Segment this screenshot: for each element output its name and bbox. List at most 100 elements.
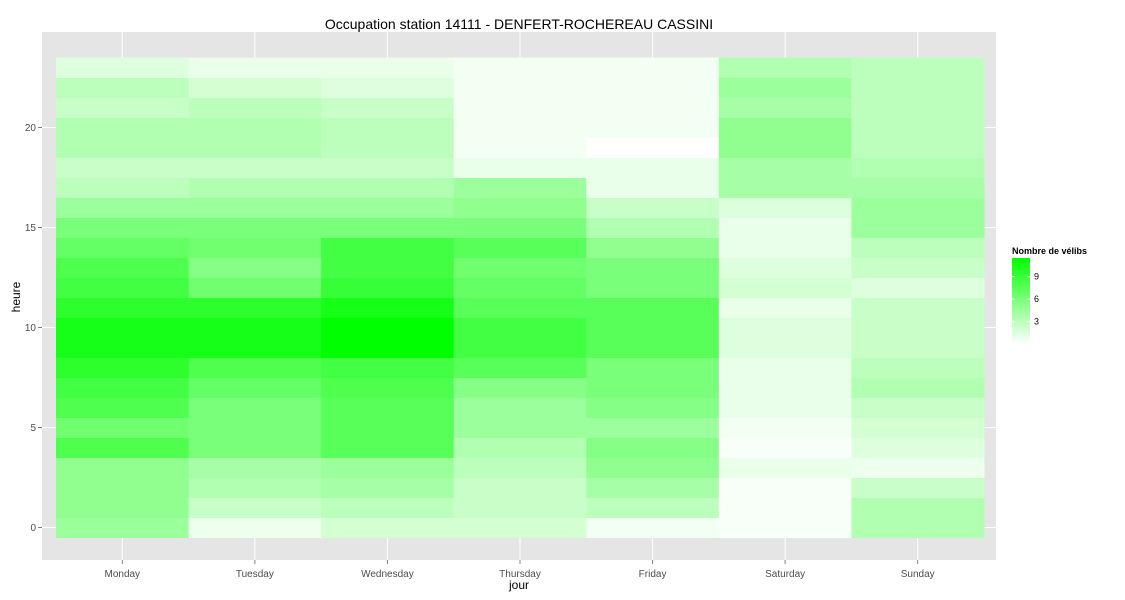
heatmap-tile [851,497,985,518]
heatmap-tile [321,57,455,78]
heatmap-tile [586,437,720,458]
x-tick-label: Friday [639,569,667,580]
heatmap-tile [56,377,190,398]
heatmap-tile [56,257,190,278]
heatmap-tile [718,157,852,178]
heatmap-tile [453,477,587,498]
heatmap-tile [321,457,455,478]
heatmap-tile [453,357,587,378]
heatmap-tile [453,457,587,478]
heatmap-tile [851,57,985,78]
heatmap-tile [851,137,985,158]
heatmap-tile [453,417,587,438]
heatmap-tile [586,497,720,518]
heatmap-tile [188,117,322,138]
heatmap-tile [188,497,322,518]
heatmap-tile [56,337,190,358]
heatmap-tile [851,117,985,138]
chart-title: Occupation station 14111 - DENFERT-ROCHE… [325,16,713,32]
heatmap-tile [56,357,190,378]
y-tick-label: 20 [25,123,37,134]
heatmap-tile [851,417,985,438]
heatmap-tile [321,417,455,438]
heatmap-tile [56,97,190,118]
heatmap-tile [851,317,985,338]
heatmap-tile [56,477,190,498]
heatmap-tile [321,377,455,398]
heatmap-tile [56,57,190,78]
heatmap-tile [851,337,985,358]
heatmap-tile [586,217,720,238]
heatmap-tile [453,297,587,318]
heatmap-tile [586,277,720,298]
heatmap-tile [188,357,322,378]
heatmap-tile [453,117,587,138]
heatmap-tile [851,517,985,538]
heatmap-tile [56,237,190,258]
heatmap-tile [586,197,720,218]
heatmap-tile [56,497,190,518]
y-tick-label: 0 [30,523,36,534]
heatmap-tile [56,277,190,298]
heatmap-tile [586,117,720,138]
heatmap-tile [453,237,587,258]
legend-tick-label: 9 [1034,272,1039,282]
heatmap-tile [321,197,455,218]
heatmap-tile [718,517,852,538]
heatmap-tile [851,397,985,418]
heatmap-tile [851,437,985,458]
heatmap-tile [188,297,322,318]
heatmap-tile [188,397,322,418]
heatmap-tile [321,437,455,458]
heatmap-tile [586,457,720,478]
heatmap-tile [718,257,852,278]
heatmap-tile [718,317,852,338]
heatmap-tile [718,97,852,118]
heatmap-tile [851,297,985,318]
heatmap-tile [586,477,720,498]
heatmap-tile [188,317,322,338]
heatmap-tile [586,257,720,278]
heatmap-tile [453,377,587,398]
heatmap-tile [188,197,322,218]
heatmap-tile [453,337,587,358]
heatmap-tile [586,397,720,418]
heatmap-tile [851,77,985,98]
heatmap-tile [321,97,455,118]
heatmap-tile [56,517,190,538]
heatmap-tile [851,377,985,398]
heatmap-tile [851,457,985,478]
heatmap-tile [321,517,455,538]
heatmap-tile [321,357,455,378]
heatmap-tile [718,277,852,298]
heatmap-tile [586,97,720,118]
heatmap-tile [188,437,322,458]
heatmap-tile [188,277,322,298]
heatmap-tile [586,317,720,338]
heatmap-tile [188,477,322,498]
heatmap-tile [453,77,587,98]
heatmap-tile [718,237,852,258]
heatmap-tile [453,277,587,298]
heatmap-tile [718,437,852,458]
heatmap-tile [321,497,455,518]
heatmap-tile [851,97,985,118]
heatmap-tile [586,297,720,318]
heatmap-tile [718,57,852,78]
heatmap-tile [56,217,190,238]
heatmap-tile [188,97,322,118]
heatmap-tile [851,257,985,278]
x-tick-label: Saturday [765,569,805,580]
heatmap-tile [718,477,852,498]
y-tick-label: 10 [25,323,37,334]
heatmap-tile [718,377,852,398]
heatmap-tile [851,217,985,238]
x-tick-label: Thursday [499,569,541,580]
heatmap-tile [586,177,720,198]
heatmap-tile [321,157,455,178]
heatmap-tile [586,517,720,538]
heatmap-tile [718,297,852,318]
heatmap-tile [851,357,985,378]
heatmap-tile [718,457,852,478]
